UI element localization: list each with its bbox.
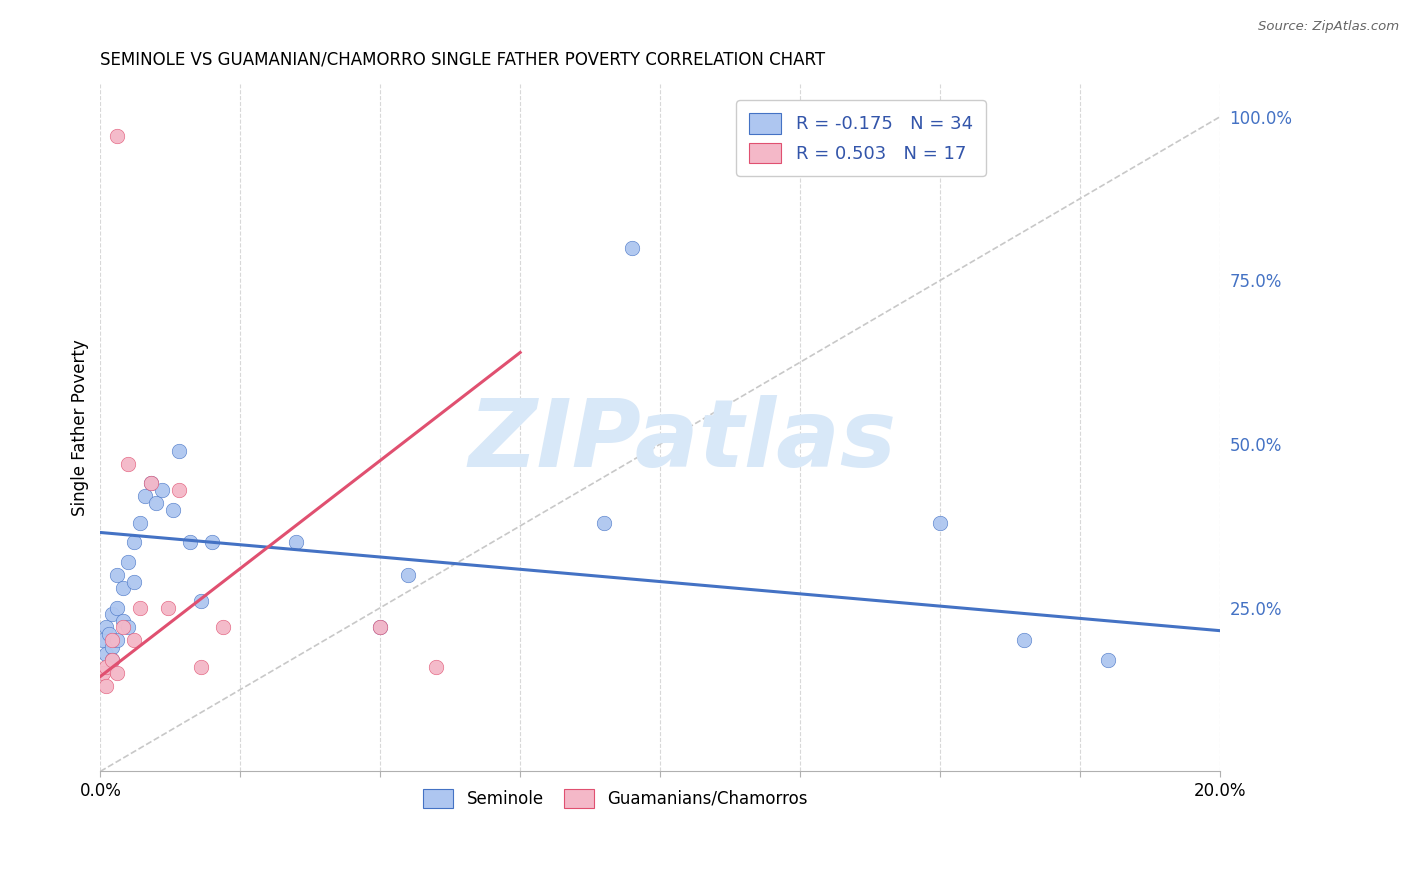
Point: [91, 666, 114, 681]
Point: [100, 653, 122, 667]
Point: [117, 457, 139, 471]
Point: [156, 600, 179, 615]
Point: [94, 647, 117, 661]
Point: [145, 496, 167, 510]
Point: [1012, 633, 1035, 648]
Point: [94, 679, 117, 693]
Point: [621, 241, 644, 255]
Point: [139, 476, 162, 491]
Point: [190, 594, 212, 608]
Point: [111, 614, 134, 628]
Point: [105, 568, 128, 582]
Point: [368, 620, 391, 634]
Point: [100, 640, 122, 654]
Point: [285, 535, 308, 549]
Point: [150, 483, 173, 497]
Point: [128, 516, 150, 530]
Text: Source: ZipAtlas.com: Source: ZipAtlas.com: [1258, 20, 1399, 33]
Point: [190, 659, 212, 673]
Point: [94, 620, 117, 634]
Point: [100, 607, 122, 622]
Point: [91, 633, 114, 648]
Point: [97, 627, 120, 641]
Point: [139, 476, 162, 491]
Point: [100, 633, 122, 648]
Point: [105, 633, 128, 648]
Point: [167, 483, 190, 497]
Point: [167, 443, 190, 458]
Point: [122, 535, 145, 549]
Point: [128, 600, 150, 615]
Point: [593, 516, 616, 530]
Point: [117, 620, 139, 634]
Point: [162, 502, 184, 516]
Point: [122, 633, 145, 648]
Point: [105, 600, 128, 615]
Point: [1097, 653, 1119, 667]
Point: [111, 581, 134, 595]
Legend: Seminole, Guamanians/Chamorros: Seminole, Guamanians/Chamorros: [416, 782, 814, 814]
Point: [105, 666, 128, 681]
Point: [94, 659, 117, 673]
Point: [396, 568, 419, 582]
Point: [134, 490, 156, 504]
Text: ZIPatlas: ZIPatlas: [468, 395, 897, 488]
Point: [368, 620, 391, 634]
Point: [929, 516, 952, 530]
Point: [111, 620, 134, 634]
Point: [179, 535, 201, 549]
Point: [117, 555, 139, 569]
Point: [425, 659, 447, 673]
Point: [212, 620, 235, 634]
Point: [105, 129, 128, 144]
Point: [122, 574, 145, 589]
Y-axis label: Single Father Poverty: Single Father Poverty: [72, 339, 89, 516]
Point: [100, 653, 122, 667]
Point: [201, 535, 224, 549]
Text: SEMINOLE VS GUAMANIAN/CHAMORRO SINGLE FATHER POVERTY CORRELATION CHART: SEMINOLE VS GUAMANIAN/CHAMORRO SINGLE FA…: [100, 51, 825, 69]
